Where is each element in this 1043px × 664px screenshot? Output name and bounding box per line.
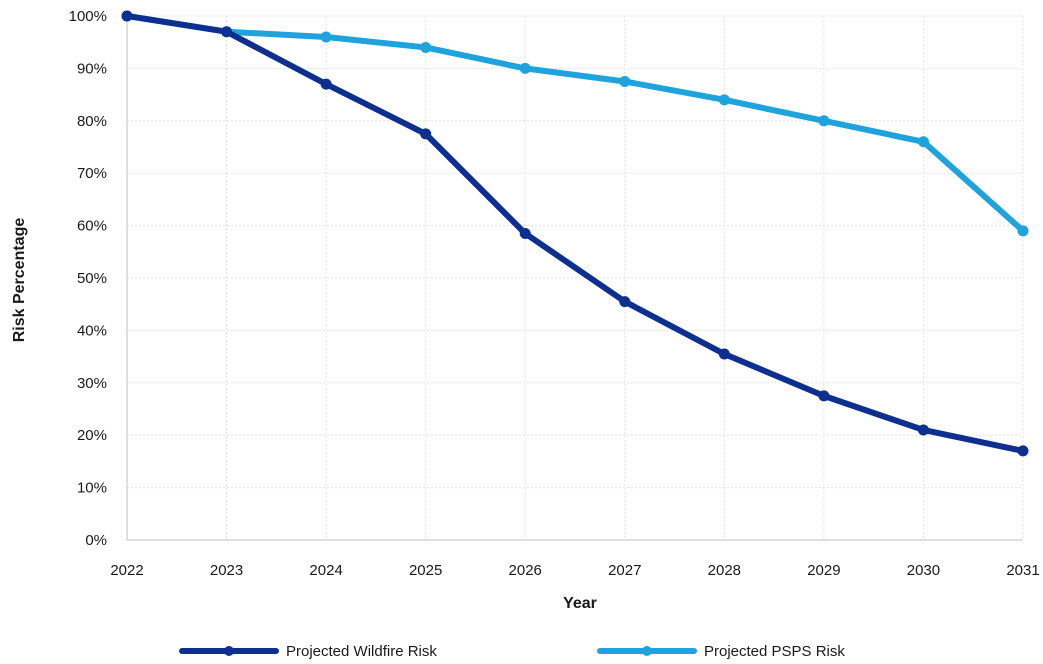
data-point-wildfire bbox=[519, 227, 531, 239]
y-tick-label: 100% bbox=[69, 8, 107, 25]
y-tick-label: 50% bbox=[77, 270, 107, 287]
y-tick-label: 90% bbox=[77, 60, 107, 77]
legend: Projected Wildfire Risk Projected PSPS R… bbox=[179, 643, 845, 660]
x-tick-label: 2023 bbox=[210, 562, 243, 579]
data-point-psps bbox=[519, 62, 531, 74]
data-point-wildfire bbox=[420, 128, 432, 140]
y-axis-title: Risk Percentage bbox=[11, 218, 28, 343]
series-psps bbox=[121, 10, 1029, 237]
data-point-wildfire bbox=[1017, 445, 1029, 457]
data-point-psps bbox=[1017, 225, 1029, 237]
y-tick-label: 0% bbox=[85, 532, 107, 549]
data-point-wildfire bbox=[320, 78, 332, 90]
series-line-wildfire bbox=[124, 13, 1026, 454]
legend-label-psps: Projected PSPS Risk bbox=[704, 643, 845, 660]
y-tick-label: 10% bbox=[77, 480, 107, 497]
legend-item-wildfire: Projected Wildfire Risk bbox=[179, 643, 437, 660]
y-tick-label: 30% bbox=[77, 375, 107, 392]
x-tick-label: 2024 bbox=[309, 562, 342, 579]
series-wildfire bbox=[121, 10, 1029, 457]
data-point-wildfire bbox=[221, 26, 233, 38]
data-point-psps bbox=[917, 136, 929, 148]
axes bbox=[126, 16, 1023, 541]
x-tick-label: 2025 bbox=[409, 562, 442, 579]
legend-item-psps: Projected PSPS Risk bbox=[597, 643, 845, 660]
data-point-psps bbox=[818, 115, 830, 127]
x-tick-label: 2029 bbox=[807, 562, 840, 579]
x-tick-label: 2022 bbox=[110, 562, 143, 579]
x-tick-label: 2030 bbox=[907, 562, 940, 579]
grid bbox=[127, 15, 1024, 540]
data-point-psps bbox=[619, 76, 631, 87]
data-point-wildfire bbox=[818, 390, 830, 402]
series-line-psps bbox=[124, 13, 1026, 234]
x-tick-label: 2031 bbox=[1006, 562, 1039, 579]
series-lines bbox=[121, 10, 1029, 457]
data-point-wildfire bbox=[121, 10, 133, 22]
data-point-wildfire bbox=[718, 348, 730, 360]
y-tick-label: 70% bbox=[77, 165, 107, 182]
x-axis-title: Year bbox=[563, 595, 597, 612]
x-tick-label: 2028 bbox=[708, 562, 741, 579]
data-point-psps bbox=[420, 41, 432, 53]
data-point-psps bbox=[718, 94, 730, 106]
data-point-wildfire bbox=[917, 424, 929, 436]
x-tick-labels: 2022 2023 2024 2025 2026 2027 2028 2029 2030 2031 bbox=[110, 562, 1039, 579]
y-tick-label: 20% bbox=[77, 427, 107, 444]
x-tick-label: 2026 bbox=[509, 562, 542, 579]
x-tick-label: 2027 bbox=[608, 562, 641, 579]
legend-marker-psps bbox=[642, 646, 652, 656]
data-point-psps bbox=[320, 31, 332, 43]
y-tick-label: 80% bbox=[77, 113, 107, 130]
data-point-wildfire bbox=[619, 296, 631, 308]
y-tick-labels: 0% 10% 20% 30% 40% 50% 60% 70% 80% 90% 100% bbox=[69, 8, 107, 549]
legend-label-wildfire: Projected Wildfire Risk bbox=[286, 643, 437, 660]
legend-marker-wildfire bbox=[224, 646, 234, 656]
y-tick-label: 40% bbox=[77, 322, 107, 339]
y-tick-label: 60% bbox=[77, 218, 107, 235]
